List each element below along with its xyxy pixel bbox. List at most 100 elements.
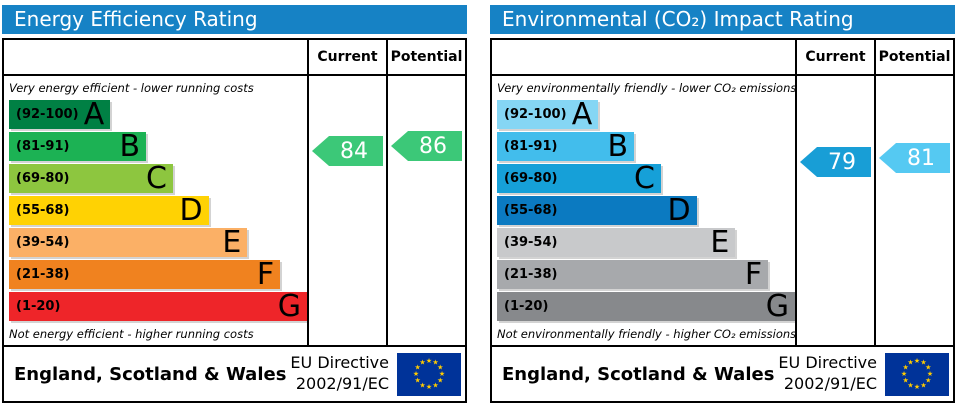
svg-text:★: ★ — [439, 370, 445, 378]
energy-efficiency-panel: Energy Efficiency Rating Current Potenti… — [2, 5, 467, 403]
band-g: (1-20) G — [9, 292, 307, 322]
band-letter: A — [83, 97, 105, 132]
band-c: (69-80) C — [9, 161, 173, 196]
band-range: (39-54) — [504, 235, 558, 250]
eu-directive-label: EU Directive 2002/91/EC — [290, 353, 389, 395]
chart-area: Very energy efficient - lower running co… — [4, 76, 465, 345]
svg-text:★: ★ — [914, 357, 920, 365]
band-row-a: (92-100) A — [497, 100, 795, 130]
band-range: (39-54) — [16, 235, 70, 250]
band-letter: B — [119, 129, 141, 164]
potential-column-header: Potential — [874, 40, 953, 74]
potential-rating-arrow: 81 — [879, 143, 950, 173]
svg-text:★: ★ — [413, 370, 419, 378]
band-letter: F — [256, 257, 275, 292]
region-label: England, Scotland & Wales — [502, 363, 775, 385]
band-row-e: (39-54) E — [497, 225, 795, 260]
top-caption: Very environmentally friendly - lower CO… — [497, 81, 795, 95]
band-row-f: (21-38) F — [9, 257, 307, 292]
current-rating-arrow: 84 — [312, 136, 383, 166]
band-row-c: (69-80) C — [9, 161, 307, 196]
potential-rating-value: 81 — [907, 145, 935, 171]
eu-directive-line2: 2002/91/EC — [783, 374, 877, 393]
svg-text:★: ★ — [415, 363, 421, 371]
band-range: (55-68) — [504, 203, 558, 218]
svg-text:★: ★ — [927, 370, 933, 378]
svg-text:★: ★ — [903, 363, 909, 371]
band-row-c: (69-80) C — [497, 164, 795, 194]
band-row-g: (1-20) G — [497, 292, 795, 322]
chart-area: Very environmentally friendly - lower CO… — [492, 76, 953, 345]
rating-chart-box: Current Potential Very energy efficient … — [2, 38, 467, 403]
band-range: (69-80) — [16, 171, 70, 186]
current-column-header: Current — [307, 40, 386, 74]
band-b: (81-91) B — [9, 129, 147, 164]
band-d: (55-68) D — [9, 196, 209, 226]
band-range: (81-91) — [504, 139, 558, 154]
svg-text:★: ★ — [920, 381, 926, 389]
current-rating-value: 84 — [340, 138, 368, 164]
potential-rating-column: 86 — [386, 76, 465, 345]
band-row-f: (21-38) F — [497, 260, 795, 290]
svg-text:★: ★ — [907, 381, 913, 389]
svg-text:★: ★ — [419, 381, 425, 389]
current-rating-value: 79 — [828, 149, 856, 175]
panel-title: Environmental (CO₂) Impact Rating — [490, 5, 955, 34]
rating-bands: (92-100) A (81-91) B (69-80) C — [497, 100, 795, 322]
eu-directive-line1: EU Directive — [778, 353, 877, 373]
potential-column-header: Potential — [386, 40, 465, 74]
svg-text:★: ★ — [415, 376, 421, 384]
potential-rating-column: 81 — [874, 76, 953, 345]
svg-text:★: ★ — [419, 358, 425, 366]
band-row-a: (92-100) A — [9, 97, 307, 132]
band-d: (55-68) D — [497, 193, 697, 228]
footer: England, Scotland & Wales EU Directive 2… — [492, 345, 953, 401]
svg-text:★: ★ — [437, 376, 443, 384]
band-a: (92-100) A — [9, 97, 111, 132]
svg-text:★: ★ — [925, 376, 931, 384]
potential-rating-value: 86 — [419, 133, 447, 159]
band-b: (81-91) B — [497, 132, 635, 162]
band-letter: E — [710, 225, 730, 260]
bands-column: Very energy efficient - lower running co… — [4, 76, 307, 345]
top-caption: Very energy efficient - lower running co… — [9, 81, 254, 95]
eu-flag-icon: ★ ★ ★ ★ ★ ★ ★ ★ ★ ★ ★ ★ — [397, 352, 461, 396]
region-label: England, Scotland & Wales — [14, 363, 287, 385]
band-letter: D — [667, 193, 691, 228]
potential-rating-arrow: 86 — [391, 131, 462, 161]
svg-text:★: ★ — [903, 376, 909, 384]
svg-text:★: ★ — [432, 358, 438, 366]
band-f: (21-38) F — [9, 257, 281, 292]
band-range: (92-100) — [504, 107, 567, 122]
band-letter: C — [145, 161, 167, 196]
rating-chart-box: Current Potential Very environmentally f… — [490, 38, 955, 403]
column-header-row: Current Potential — [492, 40, 953, 76]
band-letter: E — [222, 225, 242, 260]
bottom-caption: Not environmentally friendly - higher CO… — [497, 326, 795, 341]
band-range: (69-80) — [504, 171, 558, 186]
svg-text:★: ★ — [920, 358, 926, 366]
band-row-b: (81-91) B — [497, 132, 795, 162]
band-range: (21-38) — [504, 267, 558, 282]
bands-column: Very environmentally friendly - lower CO… — [492, 76, 795, 345]
band-row-b: (81-91) B — [9, 129, 307, 164]
band-range: (81-91) — [16, 139, 70, 154]
band-f: (21-38) F — [497, 260, 769, 290]
current-rating-column: 79 — [795, 76, 874, 345]
band-e: (39-54) E — [497, 225, 736, 260]
svg-text:★: ★ — [925, 363, 931, 371]
svg-text:★: ★ — [426, 357, 432, 365]
svg-text:★: ★ — [426, 383, 432, 391]
column-header-spacer — [4, 40, 307, 74]
band-row-g: (1-20) G — [9, 292, 307, 322]
svg-text:★: ★ — [437, 363, 443, 371]
bottom-caption: Not energy efficient - higher running co… — [9, 326, 254, 341]
band-g: (1-20) G — [497, 292, 795, 322]
svg-text:★: ★ — [907, 358, 913, 366]
band-row-d: (55-68) D — [497, 193, 795, 228]
rating-bands: (92-100) A (81-91) B (69-80) C — [9, 100, 307, 322]
band-row-e: (39-54) E — [9, 225, 307, 260]
footer: England, Scotland & Wales EU Directive 2… — [4, 345, 465, 401]
band-range: (92-100) — [16, 107, 79, 122]
band-range: (1-20) — [504, 299, 549, 314]
